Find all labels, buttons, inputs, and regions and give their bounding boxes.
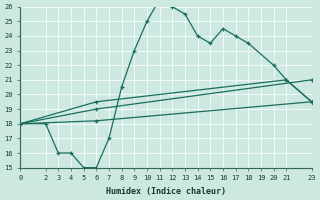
X-axis label: Humidex (Indice chaleur): Humidex (Indice chaleur) (106, 187, 226, 196)
